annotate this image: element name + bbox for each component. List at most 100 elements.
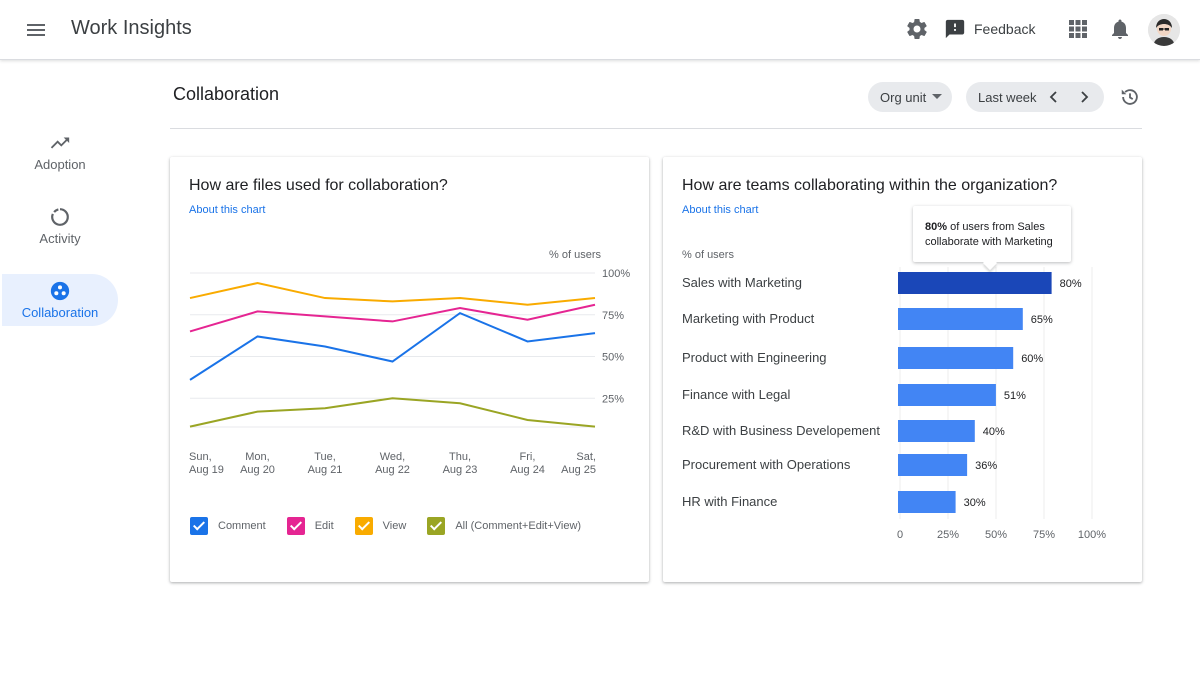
history-icon[interactable] — [1119, 86, 1141, 108]
bar-category-label: Finance with Legal — [682, 387, 791, 402]
card-title: How are teams collaborating within the o… — [682, 177, 1058, 194]
about-chart-link[interactable]: About this chart — [189, 204, 266, 216]
page-title: Collaboration — [173, 84, 280, 104]
y-tick-label: 75% — [602, 310, 624, 322]
bar-value-label: 30% — [964, 497, 986, 509]
y-axis-label: % of users — [549, 249, 601, 261]
x-tick-label: Wed, — [380, 451, 405, 463]
legend-label: View — [382, 520, 407, 532]
bar — [898, 491, 956, 513]
bar — [898, 384, 996, 406]
bar-value-label: 40% — [983, 426, 1005, 438]
bell-icon[interactable] — [1108, 17, 1132, 41]
menu-icon[interactable] — [24, 18, 48, 42]
y-tick-label: 100% — [602, 268, 630, 280]
x-tick-label: 50% — [985, 529, 1007, 541]
x-tick-label: Fri, — [520, 451, 536, 463]
checkbox-checked-icon — [190, 517, 208, 535]
org-unit-dropdown[interactable]: Org unit — [868, 82, 952, 112]
x-tick-label: Aug 25 — [561, 464, 596, 476]
bar-category-label: Marketing with Product — [682, 311, 815, 326]
legend-label: Comment — [218, 520, 266, 532]
legend-item-all[interactable]: All (Comment+Edit+View) — [427, 517, 581, 535]
bar-value-label: 36% — [975, 460, 997, 472]
checkbox-checked-icon — [354, 517, 373, 535]
bar-category-label: Procurement with Operations — [682, 457, 851, 472]
bar-category-label: HR with Finance — [682, 494, 777, 509]
bar-value-label: 65% — [1031, 314, 1053, 326]
chevron-right-icon[interactable] — [1076, 89, 1092, 105]
sidebar-item-label: Adoption — [34, 157, 86, 172]
legend-item-comment[interactable]: Comment — [190, 517, 266, 535]
bar — [898, 454, 968, 476]
chart-legend: Comment Edit View All (Comment+Edit+View… — [190, 517, 602, 535]
sidebar-item-label: Activity — [39, 231, 81, 246]
x-tick-label: Sat, — [576, 451, 596, 463]
y-tick-label: 50% — [602, 352, 624, 364]
checkbox-checked-icon — [286, 517, 305, 535]
bar-category-label: Product with Engineering — [682, 350, 827, 365]
sidebar-item-adoption[interactable]: Adoption — [2, 126, 118, 178]
series-line-edit — [189, 303, 596, 333]
x-tick-label: Thu, — [449, 451, 471, 463]
gear-icon[interactable] — [905, 17, 929, 41]
x-tick-label: Mon, — [245, 451, 269, 463]
bar — [898, 347, 1014, 369]
team-collaboration-card: How are teams collaborating within the o… — [663, 157, 1142, 582]
bar — [898, 272, 1052, 294]
card-title: How are files used for collaboration? — [189, 177, 448, 194]
bar — [898, 308, 1023, 330]
legend-label: Edit — [314, 520, 334, 532]
series-line-all — [189, 397, 596, 428]
collaboration-icon — [50, 281, 70, 301]
apps-grid-icon[interactable] — [1067, 18, 1089, 40]
checkbox-checked-icon — [427, 517, 446, 535]
x-tick-label: 0 — [897, 529, 903, 541]
bar-chart: % of users 0 25% 50% 75% 100% Sales with Marke… — [682, 249, 1106, 541]
header-divider — [170, 128, 1142, 129]
period-label: Last week — [978, 89, 1037, 105]
sidebar-item-activity[interactable]: Activity — [2, 200, 118, 252]
files-collaboration-card: How are files used for collaboration? Ab… — [170, 157, 649, 582]
avatar-icon — [1148, 14, 1180, 46]
bar-value-label: 80% — [1060, 278, 1082, 290]
series-line-comment — [189, 311, 596, 381]
legend-label: All (Comment+Edit+View) — [455, 520, 582, 532]
bar-value-label: 60% — [1021, 353, 1043, 365]
feedback-label: Feedback — [974, 21, 1036, 37]
app-title: Work Insights — [71, 17, 192, 39]
x-tick-label: 25% — [937, 529, 959, 541]
about-chart-link[interactable]: About this chart — [682, 204, 759, 216]
avatar[interactable] — [1148, 14, 1180, 46]
top-app-bar: Work Insights Feedback — [0, 0, 1200, 60]
chart-tooltip: 80% of users from Sales collaborate with… — [913, 206, 1071, 262]
y-tick-label: 25% — [602, 393, 624, 405]
bar-category-label: R&D with Business Developement — [682, 423, 880, 438]
x-tick-label: Aug 19 — [189, 464, 224, 476]
sidebar-item-label: Collaboration — [21, 305, 99, 320]
feedback-button[interactable]: Feedback — [944, 15, 1035, 43]
x-tick-label: Aug 21 — [308, 464, 343, 476]
bar — [898, 420, 975, 442]
x-tick-label: Aug 23 — [443, 464, 478, 476]
bar-category-label: Sales with Marketing — [682, 275, 802, 290]
legend-item-edit[interactable]: Edit — [286, 517, 334, 535]
x-tick-label: 100% — [1078, 529, 1106, 541]
caret-down-icon — [932, 94, 942, 99]
tooltip-value: 80% — [925, 221, 948, 233]
y-axis-label: % of users — [682, 249, 734, 261]
x-tick-label: Tue, — [314, 451, 336, 463]
x-tick-label: Aug 24 — [510, 464, 545, 476]
period-selector[interactable]: Last week — [966, 82, 1104, 112]
tooltip-text: of users from Sales collaborate with Mar… — [925, 221, 1053, 248]
bar-value-label: 51% — [1004, 390, 1026, 402]
x-tick-label: Sun, — [189, 451, 212, 463]
legend-item-view[interactable]: View — [354, 517, 407, 535]
chevron-left-icon[interactable] — [1046, 89, 1062, 105]
trending-up-icon — [50, 137, 70, 149]
sidebar-item-collaboration[interactable]: Collaboration — [2, 274, 118, 326]
x-tick-label: 75% — [1033, 529, 1055, 541]
series-line-view — [189, 281, 596, 306]
activity-ring-icon — [51, 208, 69, 226]
